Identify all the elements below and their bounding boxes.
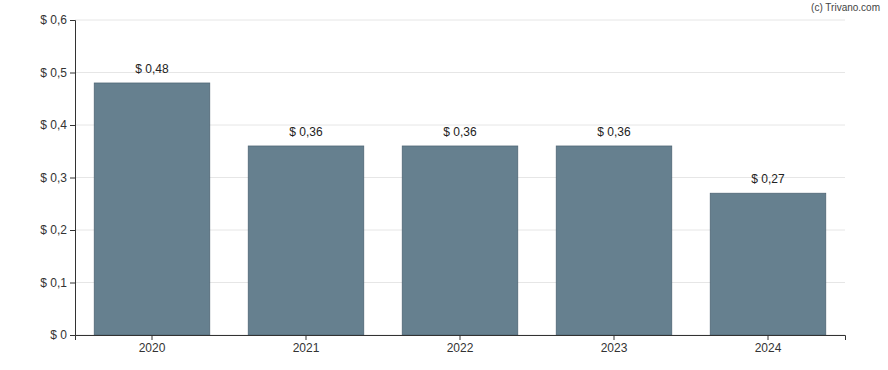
x-tick: 2020: [139, 335, 166, 355]
grid: [75, 20, 845, 335]
y-tick: $ 0,5: [40, 66, 75, 80]
x-axis-line: [76, 336, 846, 341]
data-label: $ 0,36: [289, 125, 323, 139]
y-tick: $ 0: [50, 328, 75, 342]
bar: [556, 146, 672, 335]
y-tick-mark: [70, 178, 75, 179]
x-tick-label: 2020: [139, 341, 166, 355]
y-tick-label: $ 0,6: [40, 13, 67, 27]
x-tick-mark: [614, 335, 615, 340]
x-tick-mark: [768, 335, 769, 340]
y-tick: $ 0,3: [40, 171, 75, 185]
x-tick-mark: [152, 335, 153, 340]
grid-line: [75, 72, 845, 73]
data-label: $ 0,36: [597, 125, 631, 139]
bar: [402, 146, 518, 335]
y-tick-label: $ 0,4: [40, 118, 67, 132]
y-axis: $ 0 $ 0,1 $ 0,2 $ 0,3 $ 0,4 $ 0,5 $ 0,6: [40, 13, 75, 342]
y-tick-label: $ 0,3: [40, 171, 67, 185]
x-tick: 2024: [755, 335, 782, 355]
x-tick-mark: [460, 335, 461, 340]
x-tick-label: 2024: [755, 341, 782, 355]
chart: $ 0$ 0,1$ 0,2$ 0,3$ 0,4$ 0,5$ 0,62020202…: [0, 0, 888, 370]
y-tick-mark: [70, 230, 75, 231]
x-axis: 2020 2021 2022 2023 2024: [76, 335, 846, 355]
bar: [248, 146, 364, 335]
y-tick: $ 0,2: [40, 223, 75, 237]
y-tick-mark: [70, 125, 75, 126]
bar: [94, 83, 210, 335]
x-tick-label: 2022: [447, 341, 474, 355]
y-tick-mark: [70, 283, 75, 284]
data-label: $ 0,27: [751, 172, 785, 186]
x-tick: 2021: [293, 335, 320, 355]
data-label: $ 0,36: [443, 125, 477, 139]
y-tick-label: $ 0,1: [40, 276, 67, 290]
plot: $ 0$ 0,1$ 0,2$ 0,3$ 0,4$ 0,5$ 0,62020202…: [40, 13, 845, 354]
data-label: $ 0,48: [135, 62, 169, 76]
x-tick-label: 2021: [293, 341, 320, 355]
y-tick-mark: [70, 20, 75, 21]
y-tick: $ 0,1: [40, 276, 75, 290]
grid-line: [75, 20, 845, 21]
y-axis-line: [70, 21, 76, 336]
x-tick-label: 2023: [601, 341, 628, 355]
y-tick-mark: [70, 335, 75, 336]
y-tick: $ 0,4: [40, 118, 75, 132]
data-labels: $ 0,48 $ 0,36 $ 0,36 $ 0,36 $ 0,27: [135, 62, 785, 186]
bars: [94, 83, 826, 335]
y-tick-label: $ 0,2: [40, 223, 67, 237]
x-tick: 2022: [447, 335, 474, 355]
credit: (c) Trivano.com: [811, 2, 880, 13]
y-tick-label: $ 0,5: [40, 66, 67, 80]
bar: [710, 193, 826, 335]
y-tick-mark: [70, 73, 75, 74]
x-tick: 2023: [601, 335, 628, 355]
y-tick: $ 0,6: [40, 13, 75, 27]
y-tick-label: $ 0: [50, 328, 67, 342]
x-tick-mark: [306, 335, 307, 340]
